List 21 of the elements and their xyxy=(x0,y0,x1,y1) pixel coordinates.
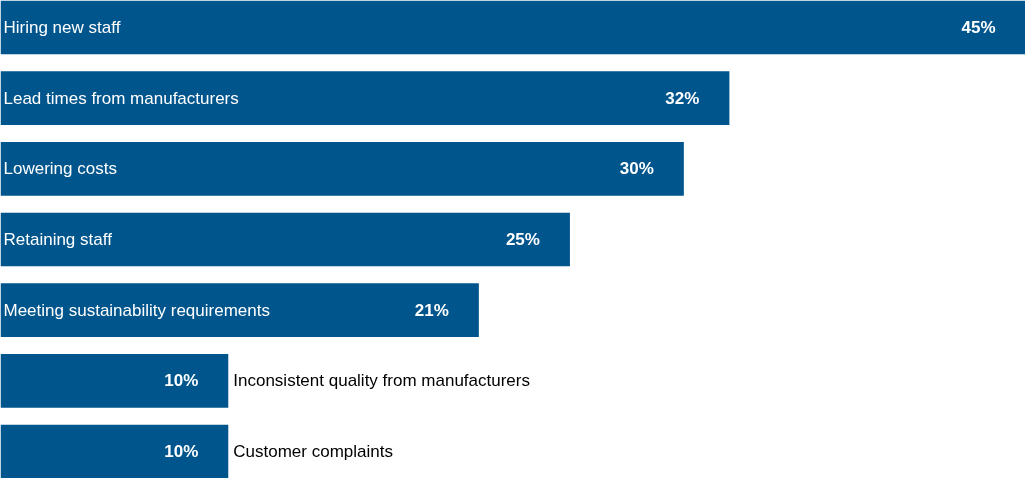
data-label: 10% xyxy=(164,371,199,391)
data-label: 30% xyxy=(619,159,654,179)
bar xyxy=(0,283,479,338)
bar xyxy=(0,71,730,125)
data-label: 45% xyxy=(961,17,996,37)
bar xyxy=(0,141,684,196)
y-tick-label: Retaining staff xyxy=(3,230,113,249)
y-tick-label: Customer complaints xyxy=(233,442,393,462)
data-label: 21% xyxy=(414,300,449,320)
bar xyxy=(0,354,229,408)
data-label: 10% xyxy=(164,442,199,462)
bar xyxy=(0,0,1025,55)
y-tick-label: Hiring new staff xyxy=(3,17,121,37)
y-tick-label: Lowering costs xyxy=(3,159,117,179)
y-tick-label: Lead times from manufacturers xyxy=(3,88,239,108)
y-tick-label: Inconsistent quality from manufacturers xyxy=(233,371,530,391)
data-label: 32% xyxy=(665,88,700,108)
data-label: 25% xyxy=(505,230,540,249)
y-tick-label: Meeting sustainability requirements xyxy=(3,300,270,320)
bar xyxy=(0,212,570,267)
bar xyxy=(0,424,229,478)
